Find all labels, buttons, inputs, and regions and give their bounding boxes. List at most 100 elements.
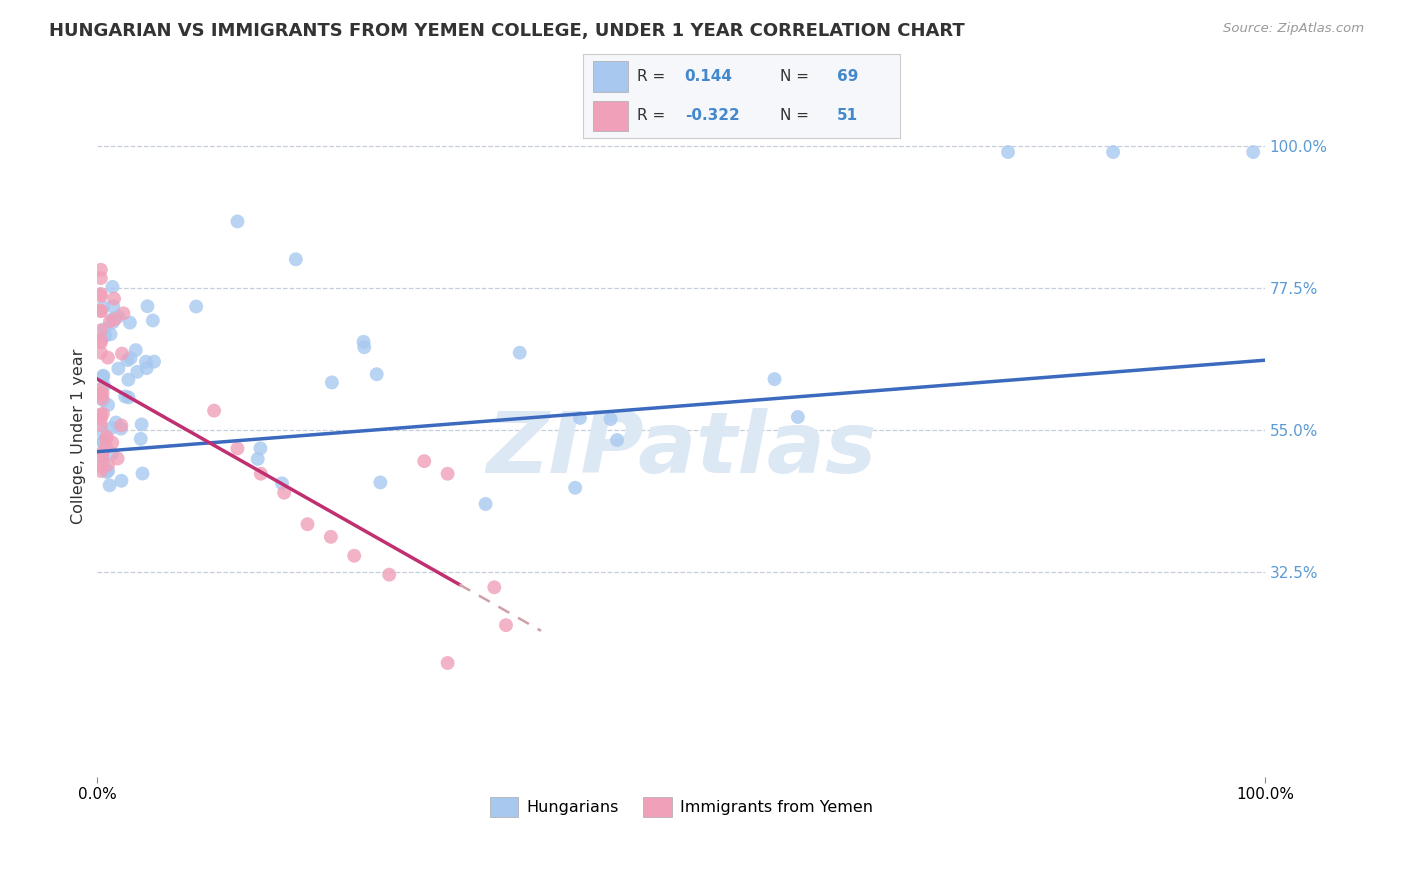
Point (97, 398, 120, 412)
Point (91, 386, 114, 401)
Point (91, 425, 114, 440)
Point (100, 421, 122, 435)
Point (90, 459, 112, 474)
Point (321, 376, 343, 390)
Point (495, 618, 517, 632)
Point (91, 393, 114, 408)
Point (90, 418, 112, 433)
Point (509, 345, 531, 359)
Point (91, 455, 114, 469)
Text: R =: R = (637, 69, 665, 84)
Point (94, 440, 117, 454)
Point (111, 346, 134, 360)
Point (284, 252, 307, 267)
Point (91, 407, 114, 421)
Point (319, 530, 342, 544)
Point (135, 355, 157, 369)
Text: HUNGARIAN VS IMMIGRANTS FROM YEMEN COLLEGE, UNDER 1 YEAR CORRELATION CHART: HUNGARIAN VS IMMIGRANTS FROM YEMEN COLLE… (49, 22, 965, 40)
Bar (593, 62, 627, 92)
Point (90, 382, 112, 396)
Point (378, 567, 401, 582)
Point (91, 434, 114, 449)
Point (436, 467, 458, 481)
Point (366, 368, 388, 382)
Point (107, 361, 129, 376)
Y-axis label: College, Under 1 year: College, Under 1 year (72, 348, 86, 524)
Point (90, 271, 112, 285)
Legend: Hungarians, Immigrants from Yemen: Hungarians, Immigrants from Yemen (484, 791, 879, 823)
Point (127, 365, 149, 379)
Point (91, 450, 114, 464)
Point (763, 372, 786, 386)
Point (246, 452, 269, 467)
Point (131, 417, 153, 432)
Point (343, 549, 366, 563)
Point (93, 322, 115, 336)
Text: R =: R = (637, 108, 671, 123)
Point (103, 292, 125, 306)
Point (90, 323, 112, 337)
Bar (593, 101, 627, 131)
Point (110, 474, 132, 488)
Text: N =: N = (779, 69, 814, 84)
Point (606, 433, 628, 447)
Point (353, 340, 375, 354)
Point (117, 353, 139, 368)
Point (90, 387, 112, 401)
Point (599, 412, 621, 426)
Point (91, 300, 114, 314)
Point (98, 478, 121, 492)
Point (94, 432, 117, 446)
Point (568, 411, 591, 425)
Text: 51: 51 (837, 108, 858, 123)
Point (91, 445, 114, 459)
Point (1241, 145, 1264, 159)
Point (96, 430, 118, 444)
Point (107, 451, 129, 466)
Point (90, 335, 112, 350)
Point (101, 315, 124, 329)
Point (90, 412, 112, 426)
Point (271, 476, 294, 491)
Point (353, 334, 375, 349)
Point (110, 418, 132, 433)
Point (370, 475, 392, 490)
Point (1102, 145, 1125, 159)
Point (90, 345, 112, 359)
Point (91, 392, 114, 406)
Point (117, 391, 139, 405)
Point (101, 280, 124, 294)
Point (101, 299, 124, 313)
Point (117, 373, 139, 387)
Point (100, 327, 122, 342)
Point (112, 306, 135, 320)
Point (107, 310, 129, 324)
Text: 69: 69 (837, 69, 858, 84)
Text: ZIPatlas: ZIPatlas (486, 408, 876, 491)
Point (93, 379, 115, 393)
Point (202, 403, 225, 417)
Point (97, 464, 120, 478)
Point (101, 446, 124, 460)
Point (101, 311, 124, 326)
Point (297, 517, 319, 532)
Point (91, 368, 114, 383)
Point (96, 465, 118, 479)
Point (413, 454, 436, 468)
Point (997, 145, 1019, 159)
Point (90, 408, 112, 422)
Text: 0.144: 0.144 (685, 69, 733, 84)
Point (93, 328, 115, 343)
Point (474, 497, 496, 511)
Point (226, 442, 249, 456)
Text: Source: ZipAtlas.com: Source: ZipAtlas.com (1223, 22, 1364, 36)
Point (91, 435, 114, 450)
Point (90, 464, 112, 478)
Text: N =: N = (779, 108, 814, 123)
Point (135, 361, 157, 376)
Point (90, 334, 112, 348)
Point (484, 580, 506, 594)
Point (142, 313, 165, 327)
Point (249, 467, 271, 481)
Point (143, 354, 166, 368)
